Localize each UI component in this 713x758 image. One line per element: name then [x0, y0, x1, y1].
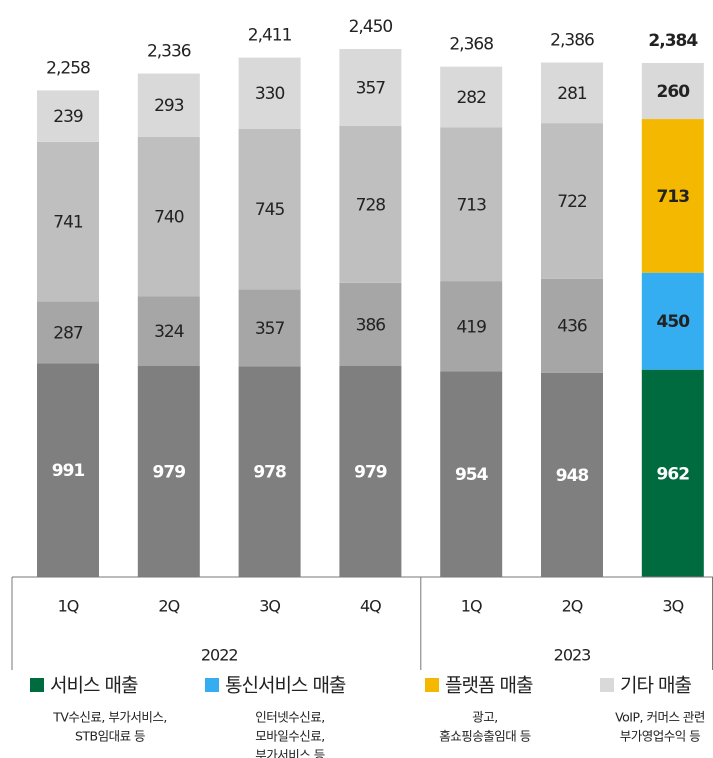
bar-segment	[137, 73, 200, 137]
bar-segment	[37, 90, 99, 142]
bar-segment	[339, 49, 402, 126]
legend-swatch	[205, 678, 219, 692]
bar-segment	[37, 141, 99, 302]
bar-segment	[137, 136, 200, 297]
bar-segment	[440, 281, 503, 372]
value-label: 386	[356, 315, 386, 335]
bar-segment	[238, 366, 301, 577]
total-label: 2,368	[449, 35, 493, 55]
bar-segment	[440, 66, 503, 128]
bar-segment	[238, 57, 301, 129]
legend-description: STB임대료 등	[75, 729, 145, 744]
legend-swatch	[30, 678, 44, 692]
bar-segment	[137, 366, 200, 577]
total-label: 2,384	[648, 31, 698, 51]
value-label: 722	[557, 192, 587, 212]
legend-label: 기타 매출	[620, 675, 691, 697]
bar-segment	[440, 371, 503, 577]
value-label: 282	[456, 88, 486, 108]
total-label: 2,411	[248, 26, 292, 46]
legend-label: 플랫폼 매출	[445, 675, 533, 697]
legend-description: 부가영업수익 등	[620, 729, 700, 744]
value-label: 741	[53, 213, 83, 233]
bar-segment	[37, 301, 99, 364]
year-label: 2022	[201, 646, 238, 665]
value-label: 979	[354, 463, 387, 483]
value-label: 330	[255, 84, 285, 104]
value-label: 419	[456, 317, 486, 337]
bar-segment	[339, 282, 402, 367]
value-label: 260	[657, 82, 691, 102]
legend-description: VoIP, 커머스 관련	[615, 710, 705, 725]
x-tick-label: 3Q	[662, 597, 683, 616]
x-tick-label: 2Q	[562, 597, 583, 616]
value-label: 281	[557, 84, 587, 104]
bar-segment	[541, 278, 603, 373]
bar-segment	[541, 372, 603, 577]
bar-segment	[440, 127, 503, 282]
value-label: 239	[53, 107, 83, 127]
legend-swatch	[425, 678, 439, 692]
value-label: 948	[556, 466, 589, 486]
legend-description: 광고,	[472, 710, 497, 725]
bar-segment	[641, 369, 704, 577]
total-label: 2,258	[46, 58, 90, 78]
value-label: 991	[52, 461, 85, 481]
value-label: 978	[253, 463, 286, 483]
legend-label: 통신서비스 매출	[225, 675, 346, 697]
x-tick-label: 4Q	[360, 597, 381, 616]
bar-segment	[541, 123, 603, 279]
value-label: 954	[455, 465, 489, 485]
value-label: 357	[356, 78, 386, 98]
value-label: 324	[154, 322, 184, 342]
total-label: 2,336	[147, 42, 191, 62]
legend-description: 홈쇼핑송출임대 등	[439, 729, 530, 744]
x-tick-label: 1Q	[461, 597, 482, 616]
legend-description: 부가서비스 등	[255, 748, 324, 758]
total-label: 2,450	[349, 17, 393, 37]
x-tick-label: 2Q	[158, 597, 179, 616]
legend-label: 서비스 매출	[50, 675, 138, 697]
value-label: 728	[356, 195, 386, 215]
bar-segment	[339, 125, 402, 283]
bar-segment	[137, 296, 200, 367]
value-label: 745	[255, 200, 285, 220]
legend-description: 인터넷수신료,	[255, 710, 324, 725]
bar-segment	[238, 128, 301, 290]
legend-description: TV수신료, 부가서비스,	[52, 710, 167, 725]
x-tick-label: 1Q	[58, 597, 79, 616]
bar-segment	[641, 63, 704, 120]
bar-segment	[238, 289, 301, 367]
x-tick-label: 3Q	[259, 597, 280, 616]
value-label: 436	[557, 317, 587, 337]
value-label: 713	[456, 195, 486, 215]
value-label: 740	[154, 207, 184, 227]
value-label: 287	[53, 324, 83, 344]
bar-segment	[641, 119, 704, 273]
value-label: 357	[255, 319, 285, 339]
bar-segment	[37, 363, 99, 577]
bar-segment	[541, 62, 603, 124]
total-label: 2,386	[550, 31, 594, 51]
legend-swatch	[600, 678, 614, 692]
value-label: 979	[153, 463, 186, 483]
value-label: 293	[154, 96, 184, 116]
bar-segment	[339, 366, 402, 577]
value-label: 450	[657, 312, 691, 332]
year-label: 2023	[554, 646, 591, 665]
value-label: 962	[657, 464, 690, 484]
value-label: 713	[657, 187, 690, 207]
legend-description: 모바일수신료,	[255, 729, 324, 744]
bar-segment	[641, 272, 704, 370]
